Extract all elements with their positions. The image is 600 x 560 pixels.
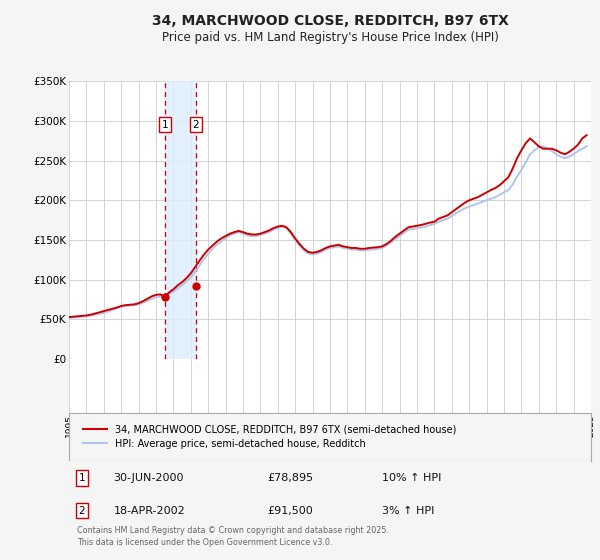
Bar <box>164 81 196 359</box>
Text: Price paid vs. HM Land Registry's House Price Index (HPI): Price paid vs. HM Land Registry's House … <box>161 31 499 44</box>
Text: £91,500: £91,500 <box>268 506 313 516</box>
Text: 34, MARCHWOOD CLOSE, REDDITCH, B97 6TX: 34, MARCHWOOD CLOSE, REDDITCH, B97 6TX <box>152 14 508 28</box>
Text: Contains HM Land Registry data © Crown copyright and database right 2025.
This d: Contains HM Land Registry data © Crown c… <box>77 526 389 547</box>
Text: 18-APR-2002: 18-APR-2002 <box>113 506 185 516</box>
Text: 2: 2 <box>79 506 85 516</box>
Text: £78,895: £78,895 <box>268 473 313 483</box>
Text: 1: 1 <box>79 473 85 483</box>
Legend: 34, MARCHWOOD CLOSE, REDDITCH, B97 6TX (semi-detached house), HPI: Average price: 34, MARCHWOOD CLOSE, REDDITCH, B97 6TX (… <box>79 421 460 452</box>
Text: 2: 2 <box>193 120 199 130</box>
Text: 3% ↑ HPI: 3% ↑ HPI <box>382 506 434 516</box>
Text: 10% ↑ HPI: 10% ↑ HPI <box>382 473 442 483</box>
Text: 30-JUN-2000: 30-JUN-2000 <box>113 473 184 483</box>
Text: 1: 1 <box>161 120 168 130</box>
